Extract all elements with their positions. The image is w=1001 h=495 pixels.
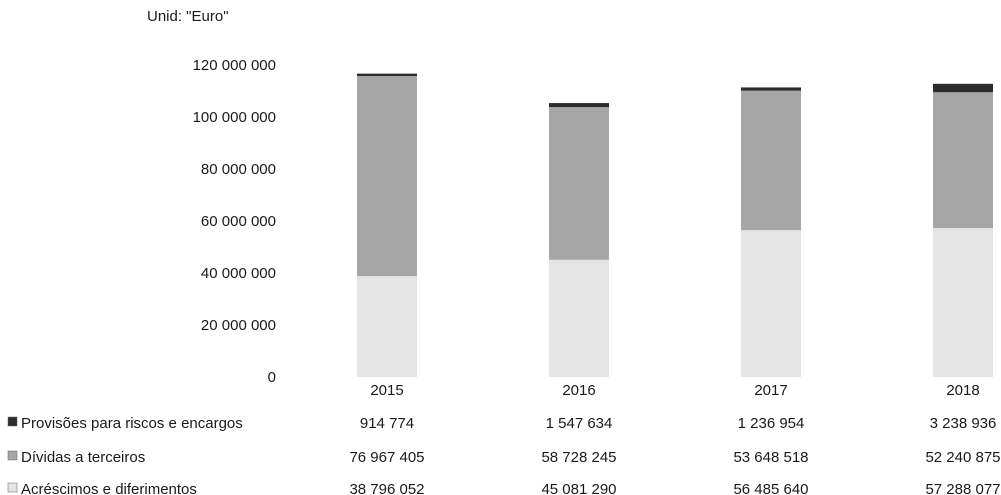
data-table-value: 52 240 875 (925, 449, 1000, 466)
y-tick-label: 40 000 000 (201, 265, 276, 282)
data-table-value: 57 288 077 (925, 481, 1000, 495)
legend-swatch (7, 416, 18, 427)
bar-segment (933, 228, 993, 377)
bar-segment (357, 276, 417, 377)
y-tick-label: 120 000 000 (193, 57, 276, 74)
x-category-label: 2018 (946, 382, 979, 399)
x-category-label: 2017 (754, 382, 787, 399)
data-table-value: 53 648 518 (733, 449, 808, 466)
y-tick-label: 100 000 000 (193, 109, 276, 126)
y-tick-label: 20 000 000 (201, 317, 276, 334)
y-tick-label: 80 000 000 (201, 161, 276, 178)
data-table-value: 76 967 405 (349, 449, 424, 466)
data-table-value: 58 728 245 (541, 449, 616, 466)
legend-series-label: Provisões para riscos e encargos (21, 415, 243, 432)
bar-segment (549, 103, 609, 108)
bar-segment (549, 107, 609, 260)
y-tick-label: 60 000 000 (201, 213, 276, 230)
bar-segment (741, 90, 801, 231)
bar-segment (741, 230, 801, 377)
data-table-value: 914 774 (360, 415, 414, 432)
bar-segment (357, 76, 417, 277)
bar-segment (741, 87, 801, 91)
legend-series-label: Acréscimos e diferimentos (21, 481, 197, 495)
data-table-value: 1 236 954 (738, 415, 805, 432)
y-tick-label: 0 (268, 369, 276, 386)
data-table-value: 45 081 290 (541, 481, 616, 495)
bar-segment (933, 92, 993, 229)
legend-swatch (7, 482, 18, 493)
x-category-label: 2016 (562, 382, 595, 399)
bar-segment (549, 259, 609, 377)
legend-series-label: Dívidas a terceiros (21, 449, 145, 466)
data-table-value: 56 485 640 (733, 481, 808, 495)
data-table-value: 38 796 052 (349, 481, 424, 495)
legend-swatch (7, 450, 18, 461)
x-category-label: 2015 (370, 382, 403, 399)
bar-segment (933, 83, 993, 93)
bar-segment (357, 73, 417, 77)
data-table-value: 1 547 634 (546, 415, 613, 432)
data-table-value: 3 238 936 (930, 415, 997, 432)
unit-label: Unid: "Euro" (147, 8, 229, 25)
